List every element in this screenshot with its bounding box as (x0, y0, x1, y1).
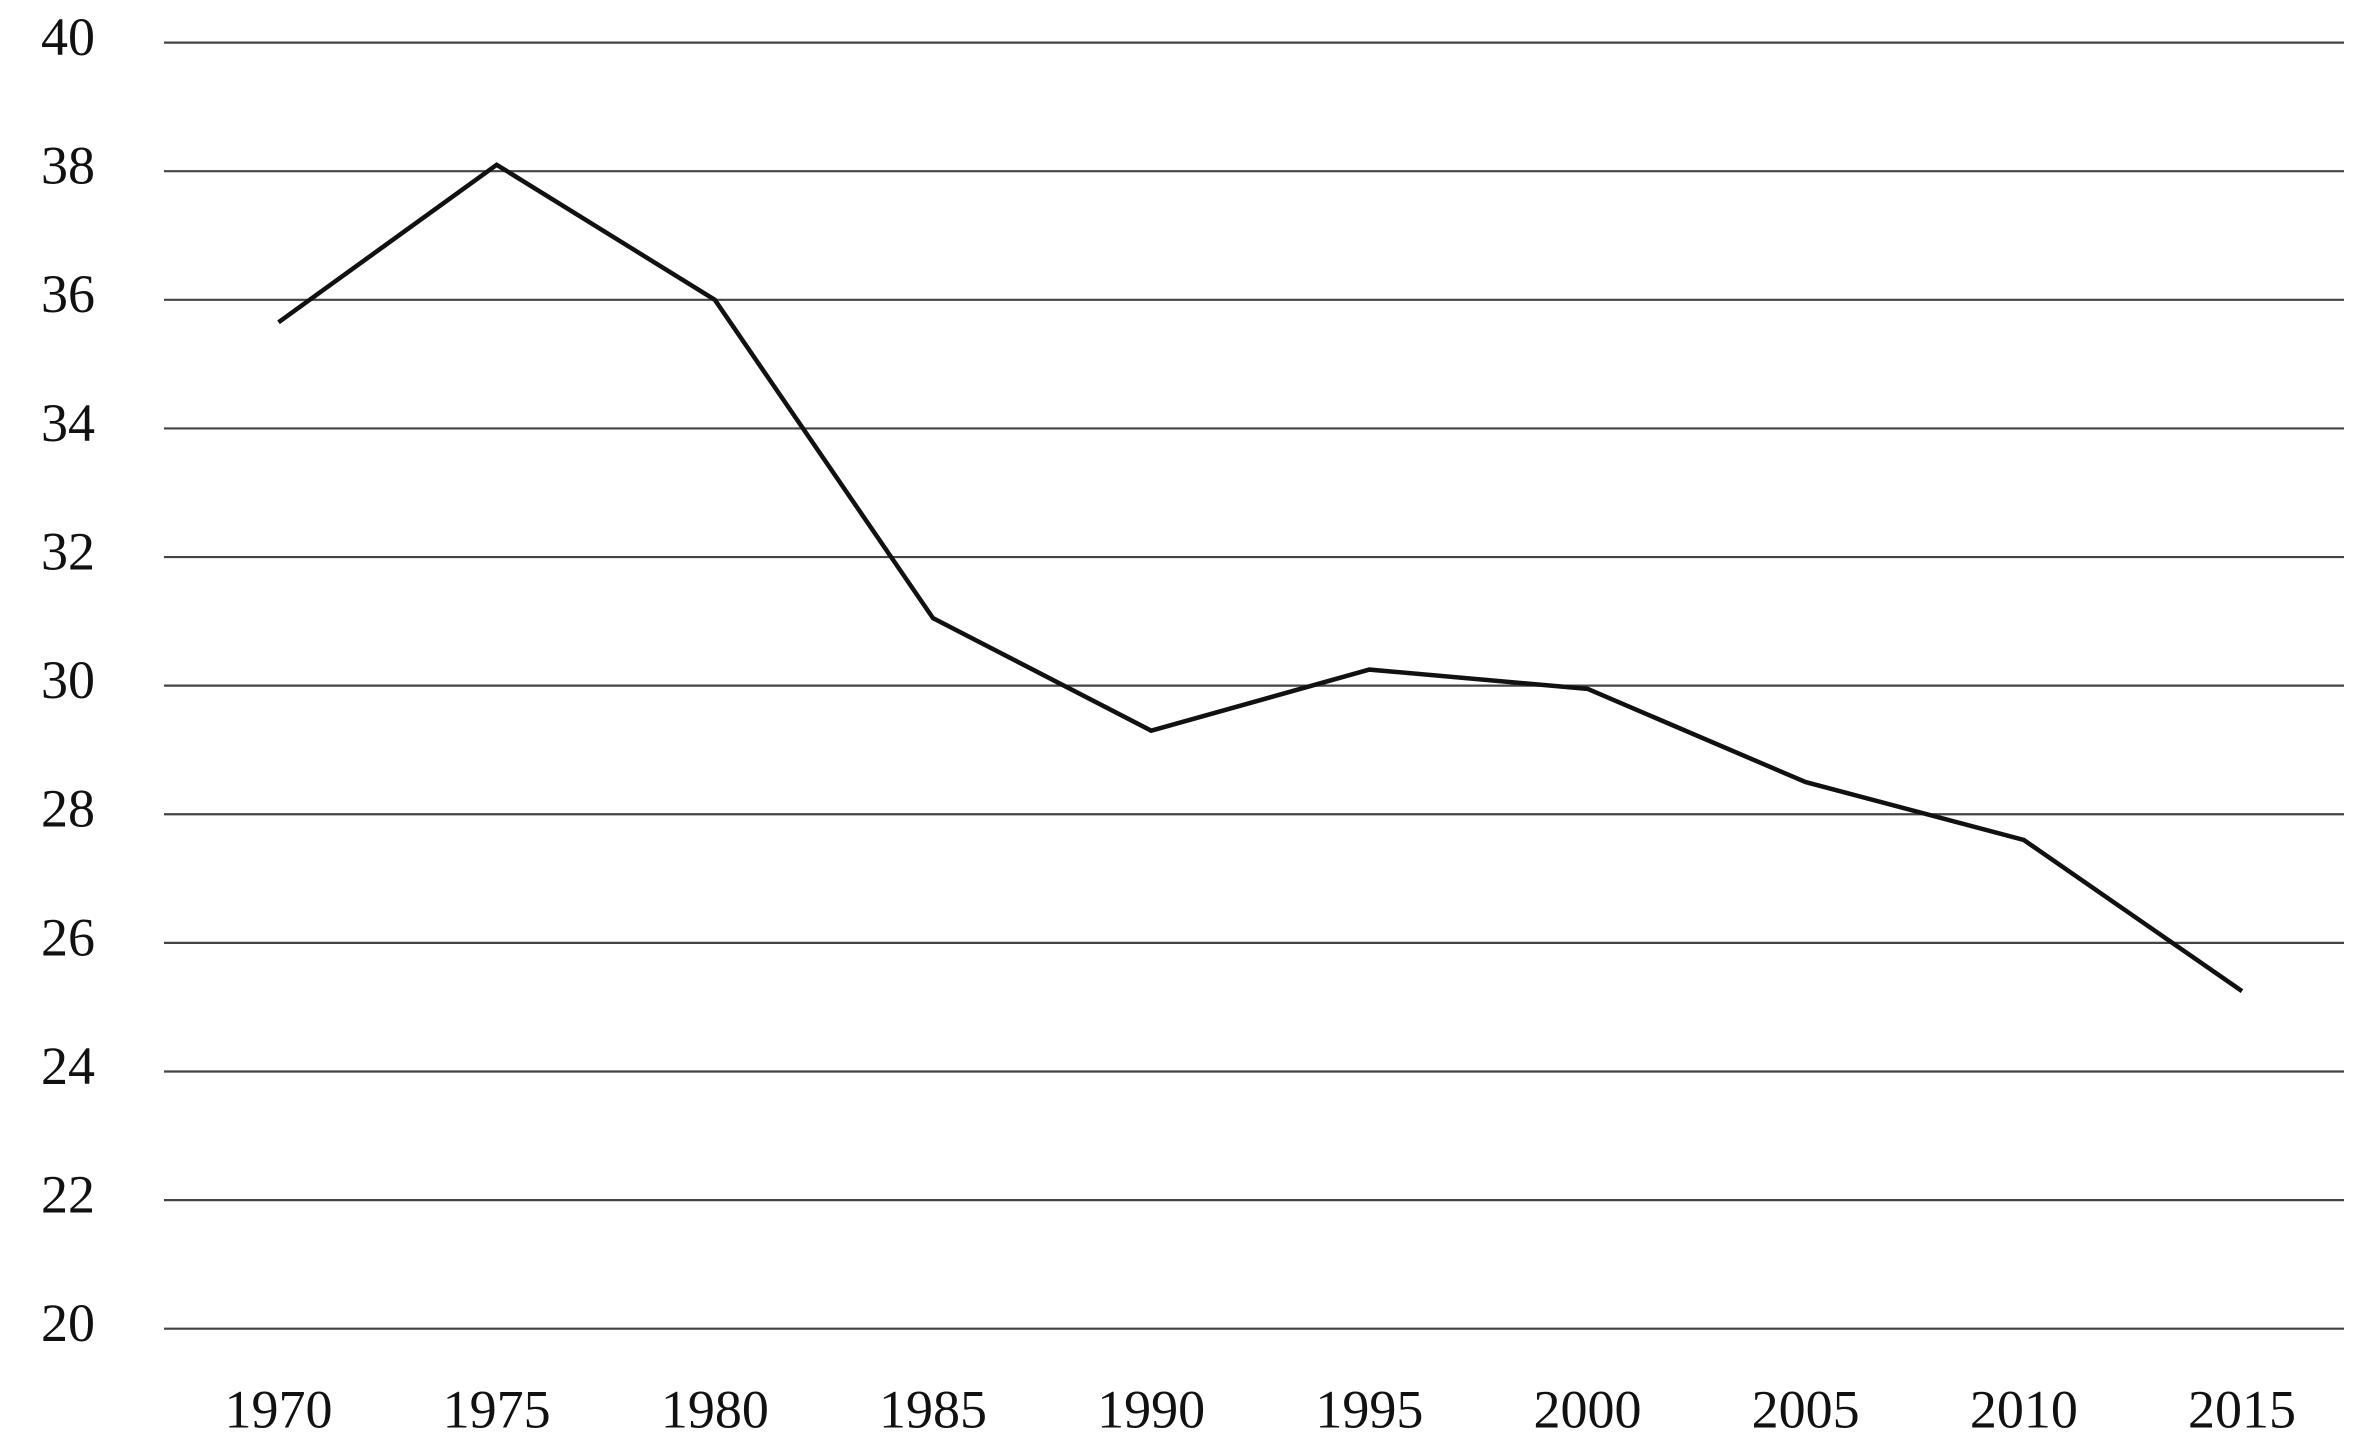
y-tick-label: 26 (41, 907, 95, 967)
x-tick-label: 1990 (1097, 1379, 1205, 1439)
x-tick-label: 1970 (225, 1379, 333, 1439)
y-tick-label: 28 (41, 779, 95, 839)
x-tick-label: 2005 (1752, 1379, 1860, 1439)
y-tick-label: 32 (41, 521, 95, 581)
y-tick-label: 36 (41, 264, 95, 324)
y-tick-label: 34 (41, 393, 95, 453)
y-tick-label: 22 (41, 1164, 95, 1224)
x-tick-label: 1995 (1315, 1379, 1423, 1439)
line-series (277, 162, 2244, 993)
x-tick-label: 2010 (1970, 1379, 2078, 1439)
y-tick-label: 38 (41, 136, 95, 196)
y-tick-label: 40 (41, 7, 95, 67)
x-tick-label: 1985 (879, 1379, 987, 1439)
x-tick-label: 2000 (1534, 1379, 1642, 1439)
x-tick-label: 2015 (2188, 1379, 2296, 1439)
y-tick-label: 20 (41, 1293, 95, 1353)
y-tick-label: 30 (41, 650, 95, 710)
x-tick-label: 1975 (443, 1379, 551, 1439)
y-tick-label: 24 (41, 1036, 95, 1096)
x-tick-label: 1980 (661, 1379, 769, 1439)
